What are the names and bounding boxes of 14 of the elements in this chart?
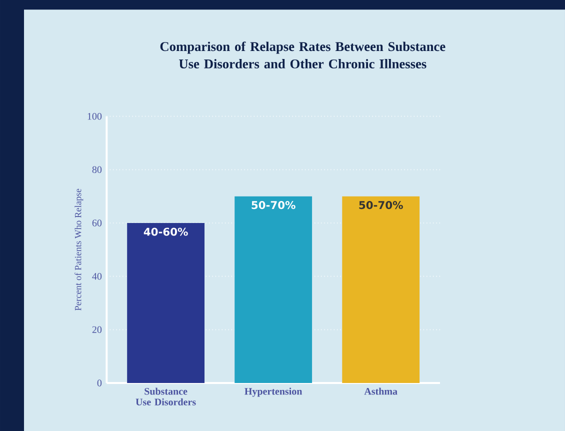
- x-tick-label: Hypertension: [244, 388, 302, 397]
- y-tick-label: 40: [92, 272, 102, 280]
- y-tick-label: 0: [97, 380, 102, 386]
- annotation: 50-70%: [359, 201, 403, 210]
- y-tick-label: 20: [92, 326, 102, 334]
- annotation: 50-70%: [252, 201, 296, 210]
- annotation: 40-60%: [144, 228, 188, 236]
- x-tick-label: Asthma: [364, 388, 398, 395]
- y-axis-title: Percent of Patients Who Relapse: [74, 188, 84, 311]
- y-tick-label: 80: [92, 166, 102, 174]
- y-tick-label: 100: [88, 112, 102, 120]
- x-tick-label: Substance Use Disorders: [136, 388, 196, 406]
- y-tick-label: 60: [92, 220, 102, 226]
- chart-title: Comparison of Relapse Rates Between Substance Use Disorders and Other Chronic Illnesses: [160, 42, 446, 68]
